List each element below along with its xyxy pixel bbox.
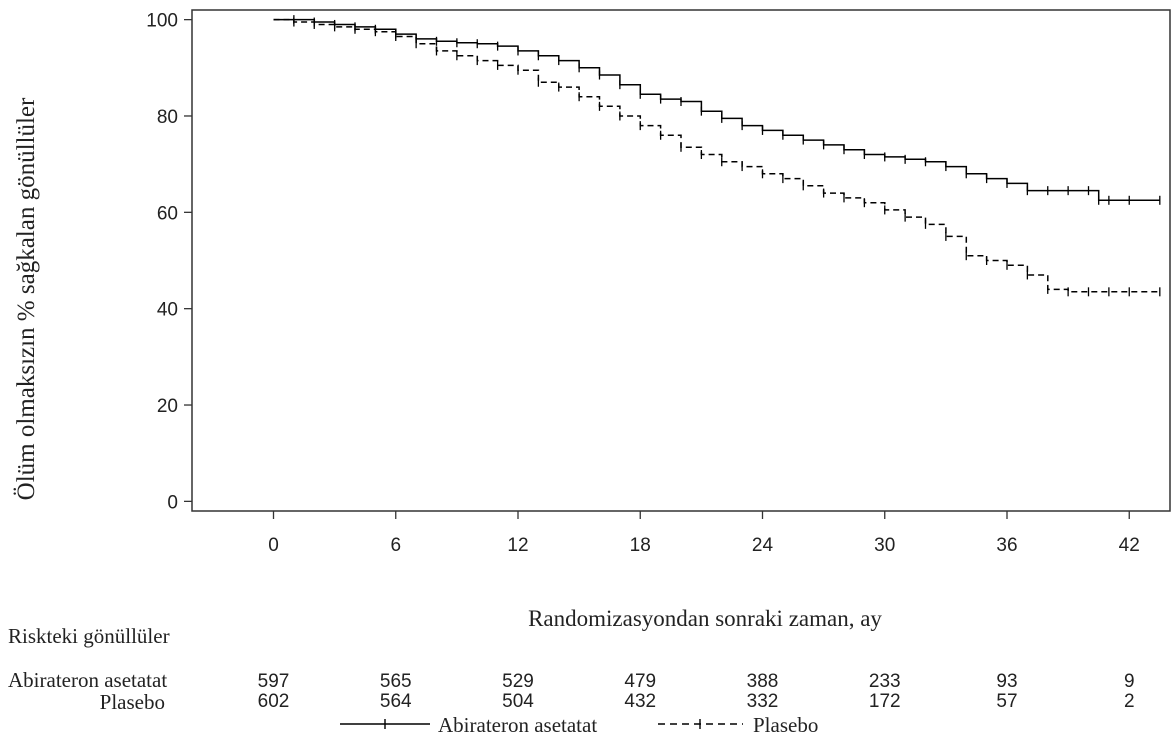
series-layer <box>273 15 1161 297</box>
x-tick-label: 36 <box>996 535 1017 556</box>
risk-count: 564 <box>380 691 412 712</box>
y-tick-label: 100 <box>146 11 178 32</box>
y-tick-label: 80 <box>157 107 178 128</box>
legend: Abirateron asetatat Plasebo <box>340 713 818 737</box>
legend-label-abirateron: Abirateron asetatat <box>438 713 597 737</box>
y-axis-label: Ölüm olmaksızın % sağkalan gönüllüler <box>13 97 40 500</box>
risk-count: 565 <box>380 671 412 692</box>
risk-count: 233 <box>869 671 901 692</box>
x-tick-label: 18 <box>630 535 651 556</box>
risk-count: 388 <box>747 671 779 692</box>
legend-label-plasebo: Plasebo <box>753 713 818 737</box>
risk-count: 332 <box>747 691 779 712</box>
risk-table-title: Riskteki gönüllüler <box>8 624 170 648</box>
risk-count: 9 <box>1124 671 1135 692</box>
series-line-plasebo <box>273 18 1160 293</box>
risk-row-label: Plasebo <box>100 690 165 714</box>
x-tick-label: 24 <box>752 535 774 556</box>
axes: 0 20 40 60 80 100 0 6 12 18 24 30 36 42 <box>146 9 1171 556</box>
risk-count: 432 <box>624 691 656 712</box>
risk-count: 172 <box>869 691 901 712</box>
y-tick-label: 40 <box>157 300 178 321</box>
plot-frame <box>191 9 1171 512</box>
risk-count: 57 <box>996 691 1017 712</box>
series-line-abirateron <box>273 18 1160 202</box>
risk-count: 602 <box>258 691 290 712</box>
risk-count: 2 <box>1124 691 1135 712</box>
y-tick-label: 20 <box>157 396 178 417</box>
x-tick-label: 6 <box>390 535 401 556</box>
risk-count: 479 <box>624 671 656 692</box>
x-axis-label: Randomizasyondan sonraki zaman, ay <box>528 606 882 631</box>
risk-count: 93 <box>996 671 1017 692</box>
x-tick-label: 0 <box>268 535 279 556</box>
x-tick-label: 30 <box>874 535 895 556</box>
y-tick-label: 60 <box>157 203 178 224</box>
x-tick-label: 12 <box>507 535 528 556</box>
risk-count: 597 <box>258 671 290 692</box>
y-tick-label: 0 <box>167 492 178 513</box>
risk-count: 529 <box>502 671 534 692</box>
risk-row-label: Abirateron asetatat <box>8 668 167 692</box>
risk-table: Abirateron asetatat 597 565 529 479 388 233 93 9… <box>8 668 1135 714</box>
x-tick-label: 42 <box>1119 535 1140 556</box>
risk-count: 504 <box>502 691 534 712</box>
